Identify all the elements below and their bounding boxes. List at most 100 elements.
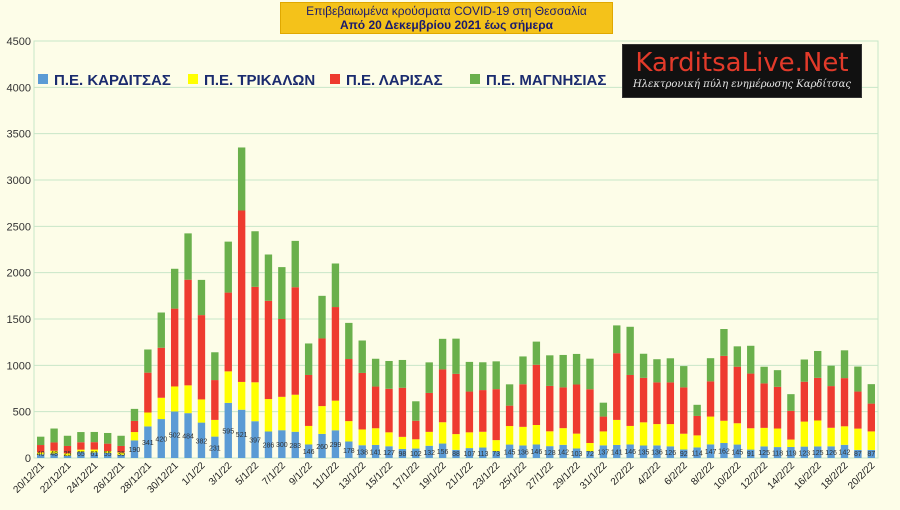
bar-segment bbox=[546, 431, 554, 447]
y-tick-label: 4500 bbox=[7, 36, 31, 48]
bar-segment bbox=[532, 341, 541, 365]
bar-segment bbox=[760, 427, 768, 447]
bar-segment bbox=[505, 384, 514, 406]
bar-segment bbox=[773, 386, 782, 429]
data-label: 55 bbox=[104, 451, 112, 458]
bar-segment bbox=[371, 428, 380, 445]
bar-segment bbox=[760, 366, 768, 384]
bar-segment bbox=[546, 355, 554, 386]
x-tick-label: 3/1/22 bbox=[207, 460, 235, 488]
bar-segment bbox=[572, 353, 581, 385]
bar-segment bbox=[693, 415, 701, 436]
bar-segment bbox=[157, 419, 165, 458]
data-label: 87 bbox=[854, 451, 862, 458]
bar-segment bbox=[747, 449, 755, 458]
bar-segment bbox=[840, 426, 849, 445]
bar-segment bbox=[371, 444, 380, 458]
bar-segment bbox=[733, 366, 742, 424]
bar-segment bbox=[680, 433, 688, 450]
bar-segment bbox=[264, 300, 273, 400]
data-label: 65 bbox=[77, 451, 85, 458]
bar-segment bbox=[77, 432, 85, 443]
bar-segment bbox=[840, 350, 849, 379]
data-label: 141 bbox=[611, 449, 623, 456]
x-axis-ticks: 20/12/2122/12/2124/12/2126/12/2128/12/21… bbox=[12, 460, 878, 496]
bar-segment bbox=[144, 412, 152, 427]
bar-segment bbox=[666, 446, 675, 458]
bar-segment bbox=[304, 374, 313, 426]
bar-segment bbox=[492, 361, 500, 390]
legend-item-larisa: Π.Ε. ΛΑΡΙΣΑΣ bbox=[330, 72, 443, 89]
bar-segment bbox=[840, 444, 849, 458]
bar-segment bbox=[706, 358, 715, 382]
bar-segment bbox=[184, 279, 192, 386]
bar-segment bbox=[237, 147, 246, 211]
bar-segment bbox=[103, 451, 112, 453]
bar-segment bbox=[706, 381, 715, 417]
x-tick-label: 6/2/22 bbox=[662, 460, 690, 488]
bar-segment bbox=[760, 383, 768, 428]
bar-segment bbox=[291, 394, 299, 432]
bar-segment bbox=[130, 420, 139, 433]
x-tick-label: 4/2/22 bbox=[636, 460, 664, 488]
bar-segment bbox=[639, 422, 648, 446]
bar-segment bbox=[63, 445, 72, 454]
bar-segment bbox=[532, 425, 541, 445]
bar-segment bbox=[479, 362, 487, 391]
bar-segment bbox=[492, 451, 500, 458]
chart-subtitle: Από 20 Δεκεμβρίου 2021 έως σήμερα bbox=[339, 18, 554, 32]
bar-segment bbox=[251, 231, 259, 287]
bar-segment bbox=[492, 389, 500, 441]
bar-segment bbox=[854, 449, 862, 458]
bar-segment bbox=[653, 424, 661, 446]
x-tick-label: 16/2/22 bbox=[792, 460, 824, 492]
bar-segment bbox=[693, 447, 701, 458]
data-label: 260 bbox=[316, 444, 328, 451]
bar-segment bbox=[237, 409, 246, 458]
data-label: 484 bbox=[182, 434, 194, 441]
y-tick-label: 500 bbox=[13, 407, 31, 419]
bar-segment bbox=[867, 403, 875, 432]
bar-segment bbox=[37, 436, 45, 446]
bar-segment bbox=[840, 378, 849, 427]
data-label: 299 bbox=[330, 442, 342, 449]
bar-segment bbox=[706, 444, 715, 458]
bar-segment bbox=[639, 377, 648, 423]
bar-segment bbox=[37, 452, 45, 455]
bar-segment bbox=[197, 422, 206, 458]
bar-segment bbox=[144, 372, 152, 413]
bar-segment bbox=[63, 435, 72, 446]
bar-segment bbox=[184, 233, 192, 280]
bar-segment bbox=[425, 431, 433, 446]
bar-segment bbox=[800, 421, 809, 447]
bar-segment bbox=[103, 432, 112, 444]
bar-segment bbox=[559, 428, 567, 445]
y-tick-label: 3500 bbox=[7, 129, 31, 141]
bar-segment bbox=[278, 430, 286, 458]
bar-segment bbox=[800, 381, 809, 422]
bar-segment bbox=[572, 384, 581, 434]
bar-segment bbox=[586, 389, 594, 443]
data-label: 595 bbox=[222, 428, 234, 435]
bar-segment bbox=[626, 326, 634, 375]
bar-segment bbox=[130, 408, 139, 421]
data-label: 72 bbox=[586, 451, 594, 458]
data-label: 61 bbox=[90, 451, 98, 458]
bar-segment bbox=[197, 315, 206, 400]
data-label: 146 bbox=[303, 449, 315, 456]
bar-segment bbox=[90, 449, 98, 453]
bar-segment bbox=[398, 436, 407, 449]
bar-segment bbox=[720, 329, 728, 356]
bar-segment bbox=[117, 452, 125, 455]
bar-segment bbox=[425, 362, 433, 393]
bar-segment bbox=[626, 374, 634, 426]
bar-segment bbox=[720, 355, 728, 421]
data-label: 341 bbox=[142, 440, 154, 447]
legend-item-trikala: Π.Ε. ΤΡΙΚΑΛΩΝ bbox=[188, 72, 315, 89]
data-label: 142 bbox=[557, 449, 569, 456]
bar-segment bbox=[492, 440, 500, 452]
x-tick-label: 27/1/22 bbox=[525, 460, 557, 492]
bar-segment bbox=[787, 439, 795, 447]
bar-segment bbox=[278, 267, 286, 319]
bar-segment bbox=[505, 405, 514, 427]
